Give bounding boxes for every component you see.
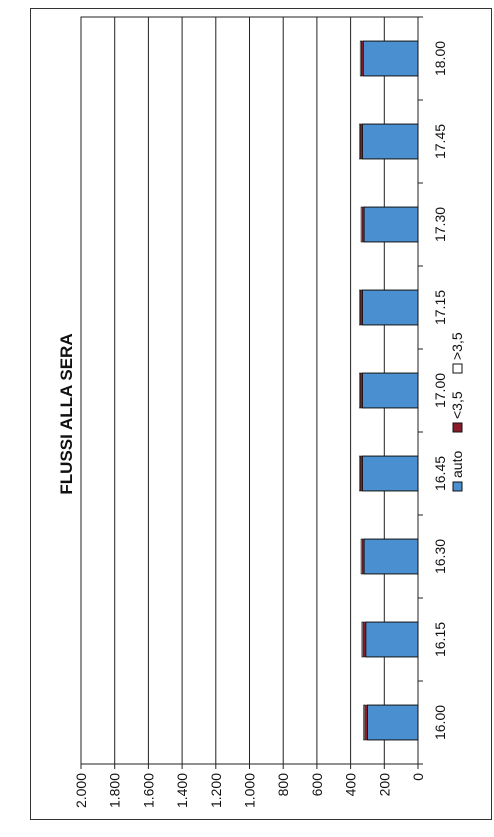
category-label: 16.45 xyxy=(432,456,448,491)
chart-frame: 0 200 400 600 800 1.000 1.200 1.400 1.600 1.800 2.… xyxy=(30,8,492,820)
value-tick-label: 1.800 xyxy=(107,773,123,808)
bar-heavy-vehicles xyxy=(359,40,362,77)
bar-heavy-vehicles xyxy=(360,206,363,243)
category-label: 17.15 xyxy=(432,290,448,325)
chart-title-group: FLUSSI ALLA SERA xyxy=(57,333,76,494)
bar-auto xyxy=(362,40,419,77)
category-axis-labels: 16.00 16.15 16.30 16.45 17.00 17.15 17.30 17.45… xyxy=(418,16,448,765)
value-tick-label: 1.000 xyxy=(242,773,258,808)
bar-auto xyxy=(363,206,419,243)
value-tick-label: 0 xyxy=(410,773,426,781)
bar-auto xyxy=(361,372,419,409)
bar-heavy-vehicles xyxy=(359,372,361,409)
value-tick-label: 800 xyxy=(275,773,291,797)
legend-swatch xyxy=(452,422,463,433)
value-tick-label: 1.400 xyxy=(174,773,190,808)
bar-auto xyxy=(363,538,419,575)
legend-swatch xyxy=(452,363,463,374)
value-tick-label: 600 xyxy=(309,773,325,797)
bar-auto xyxy=(361,123,419,160)
bar-heavy-vehicles xyxy=(359,455,361,492)
bar-auto xyxy=(361,289,419,326)
category-label: 16.00 xyxy=(432,705,448,740)
category-label: 17.00 xyxy=(432,373,448,408)
legend-label: auto xyxy=(449,451,465,478)
category-label: 18.00 xyxy=(432,41,448,76)
category-label: 17.30 xyxy=(432,207,448,242)
legend-label: >3,5 xyxy=(449,332,465,360)
legend-label: <3,5 xyxy=(449,391,465,419)
plot-area xyxy=(80,16,419,765)
value-tick-label: 1.200 xyxy=(208,773,224,808)
chart-svg: 0 200 400 600 800 1.000 1.200 1.400 1.600 1.800 2.… xyxy=(57,16,465,808)
bar-auto xyxy=(366,704,419,741)
bar-heavy-vehicles xyxy=(363,704,365,741)
chart-legend: auto <3,5 >3,5 xyxy=(449,332,465,492)
value-tick-label: 400 xyxy=(343,773,359,797)
value-tick-label: 200 xyxy=(376,773,392,797)
category-label: 17.45 xyxy=(432,124,448,159)
bar-heavy-vehicles xyxy=(359,123,361,160)
bar-heavy-vehicles xyxy=(359,289,361,326)
bar-heavy-vehicles xyxy=(360,538,363,575)
category-label: 16.15 xyxy=(432,622,448,657)
bar-auto xyxy=(361,455,419,492)
bar-heavy-vehicles xyxy=(361,621,364,658)
legend-swatch xyxy=(452,481,463,492)
chart-title: FLUSSI ALLA SERA xyxy=(57,333,76,494)
bar-auto xyxy=(365,621,419,658)
value-tick-label: 2.000 xyxy=(73,773,89,808)
value-axis-ticks: 0 200 400 600 800 1.000 1.200 1.400 1.600 1.800 2.… xyxy=(73,764,426,808)
value-tick-label: 1.600 xyxy=(140,773,156,808)
category-label: 16.30 xyxy=(432,539,448,574)
